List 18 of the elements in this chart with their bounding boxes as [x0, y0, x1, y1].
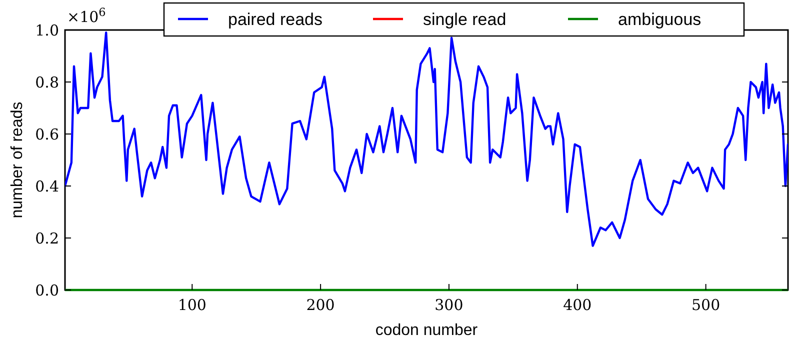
y-axis-title: number of reads	[9, 102, 26, 218]
y-tick-label: 0.6	[35, 125, 59, 144]
y-tick-label: 0.4	[35, 177, 59, 196]
legend-label: ambiguous	[618, 10, 702, 29]
legend-label: paired reads	[228, 10, 323, 29]
legend-label: single read	[423, 10, 506, 29]
y-tick-label: 0.8	[35, 73, 59, 92]
y-tick-label: 0.2	[35, 229, 59, 248]
x-tick-label: 100	[178, 296, 206, 314]
x-tick-label: 400	[563, 296, 592, 314]
line-series	[65, 32, 788, 247]
x-tick-label: 500	[691, 296, 720, 314]
x-tick-label: 300	[434, 296, 464, 314]
y-tick-label: 1.0	[35, 21, 59, 40]
x-axis-title: codon number	[375, 322, 478, 339]
y-tick-label: 0.0	[35, 281, 59, 300]
x-tick-label: 200	[306, 296, 335, 314]
text: ×10$^{6}$	[67, 6, 106, 26]
